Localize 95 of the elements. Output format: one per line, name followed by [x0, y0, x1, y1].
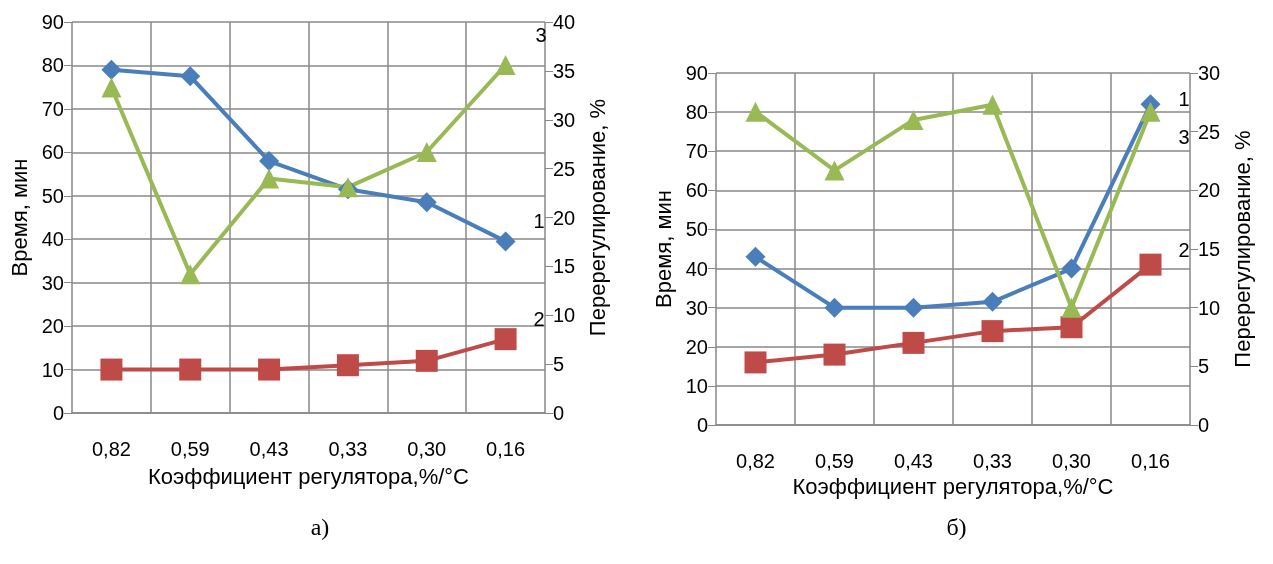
- y-tick-label: 80: [41, 54, 64, 77]
- x-tick-label: 0,43: [249, 438, 289, 460]
- y2-tick-label: 5: [1198, 355, 1210, 378]
- series-label: 1: [533, 210, 545, 233]
- point: [902, 331, 925, 354]
- point: [823, 343, 846, 366]
- point: [1060, 316, 1083, 339]
- series-label: 3: [1178, 125, 1190, 148]
- x-tick-label: 0,30: [1052, 450, 1091, 472]
- point: [101, 59, 122, 80]
- point: [179, 358, 202, 381]
- point: [745, 101, 766, 122]
- y2-tick-label: 10: [1198, 296, 1221, 319]
- point: [180, 66, 201, 87]
- point: [258, 358, 281, 381]
- y2-tick-label: 0: [553, 402, 565, 424]
- point: [495, 55, 516, 76]
- y2-tick-label: 15: [1198, 238, 1221, 260]
- y2-tick-label: 10: [553, 304, 576, 327]
- y-tick-label: 10: [41, 358, 64, 381]
- text: б): [946, 514, 967, 540]
- x-axis-title: Коэффициент регулятора,%/°C: [792, 474, 1114, 500]
- y-tick-label: 70: [685, 140, 708, 163]
- x-axis-title: Коэффициент регулятора,%/°C: [148, 463, 470, 489]
- text: а): [310, 514, 330, 540]
- point: [982, 291, 1003, 312]
- x-tick-label: 0,30: [407, 438, 447, 460]
- y-axis-title: Время, мин: [7, 158, 33, 277]
- point: [259, 151, 280, 172]
- y-tick-label: 60: [685, 179, 708, 202]
- y-tick-label: 40: [41, 228, 64, 251]
- point: [903, 109, 924, 130]
- point: [981, 320, 1004, 343]
- y2-tick-label: 0: [1198, 414, 1210, 436]
- y-axis-title: Время, мин: [651, 190, 677, 308]
- y2-tick-label: 15: [553, 255, 576, 278]
- point: [416, 142, 437, 163]
- point: [101, 77, 122, 98]
- y-tick-label: 40: [685, 257, 708, 280]
- series-label: 2: [533, 308, 545, 331]
- point: [824, 297, 845, 318]
- x-tick-label: 0,82: [736, 450, 775, 472]
- point: [903, 297, 924, 318]
- x-tick-label: 0,16: [486, 438, 526, 460]
- y-tick-label: 10: [685, 374, 708, 397]
- y-tick-label: 60: [41, 141, 64, 164]
- series-label: 3: [535, 24, 547, 47]
- point: [495, 231, 516, 252]
- y-tick-label: 80: [685, 101, 708, 124]
- x-tick-label: 0,33: [973, 450, 1012, 472]
- x-tick-label: 0,16: [1131, 450, 1170, 472]
- point: [1139, 253, 1162, 276]
- point: [982, 94, 1003, 115]
- y-tick-label: 90: [685, 62, 708, 84]
- y2-axis-title: Перерегулирование, %: [584, 98, 610, 337]
- point: [494, 328, 517, 351]
- series-label: 1: [1178, 88, 1190, 111]
- y2-tick-label: 20: [1198, 179, 1221, 202]
- point: [100, 358, 123, 381]
- y2-axis-title: Перерегулирование, %: [1229, 130, 1255, 368]
- point: [336, 354, 359, 377]
- y-tick-label: 0: [696, 414, 708, 436]
- x-tick-label: 0,59: [170, 438, 210, 460]
- y-tick-label: 90: [41, 11, 64, 33]
- y2-tick-label: 25: [1198, 120, 1221, 143]
- y-tick-label: 0: [52, 402, 64, 424]
- y2-tick-label: 30: [1198, 62, 1221, 84]
- y-tick-label: 50: [41, 184, 64, 207]
- x-tick-label: 0,59: [815, 450, 854, 472]
- y2-tick-label: 30: [553, 108, 576, 131]
- point: [824, 160, 845, 181]
- point: [416, 192, 437, 213]
- series-label: 2: [1178, 238, 1190, 261]
- point: [180, 264, 201, 285]
- y-tick-label: 70: [41, 97, 64, 120]
- y-tick-label: 20: [685, 335, 708, 358]
- x-tick-label: 0,43: [894, 450, 933, 472]
- point: [415, 349, 438, 372]
- y-tick-label: 30: [41, 271, 64, 294]
- point: [1140, 101, 1161, 122]
- y-tick-label: 30: [685, 296, 708, 319]
- y2-tick-label: 20: [553, 206, 576, 229]
- y-tick-label: 20: [41, 315, 64, 338]
- point: [745, 246, 766, 267]
- x-tick-label: 0,82: [91, 438, 131, 460]
- point: [259, 168, 280, 189]
- y2-tick-label: 35: [553, 59, 576, 82]
- point: [744, 351, 767, 374]
- y-tick-label: 50: [685, 218, 708, 241]
- x-tick-label: 0,33: [328, 438, 368, 460]
- y2-tick-label: 40: [553, 11, 576, 33]
- point: [1061, 297, 1082, 318]
- y2-tick-label: 5: [553, 353, 565, 376]
- point: [1061, 258, 1082, 279]
- y2-tick-label: 25: [553, 157, 576, 180]
